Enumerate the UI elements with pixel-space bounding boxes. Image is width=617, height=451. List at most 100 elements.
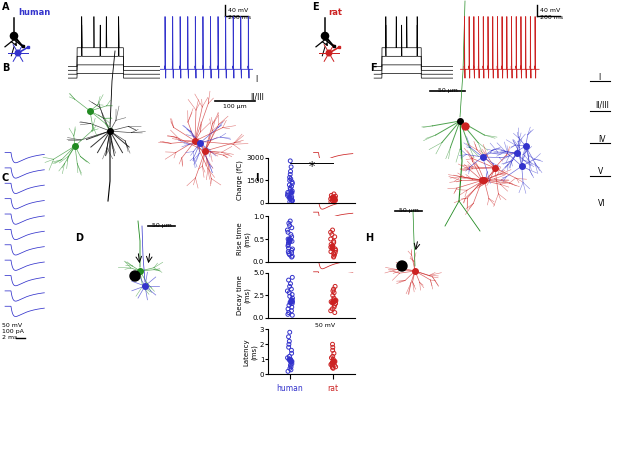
Point (329, 250, 339, 257)
Point (285, 298, 295, 305)
Point (329, 190, 339, 198)
Point (327, 359, 337, 367)
Point (285, 184, 295, 192)
Text: G: G (312, 173, 320, 183)
Point (287, 247, 297, 254)
Point (328, 194, 337, 201)
Point (284, 177, 294, 184)
Point (286, 231, 296, 238)
Point (331, 193, 341, 200)
Point (283, 368, 293, 375)
Point (286, 280, 296, 287)
Point (329, 253, 339, 261)
Point (284, 309, 294, 316)
Point (287, 224, 297, 231)
Circle shape (130, 271, 140, 281)
Point (330, 245, 340, 253)
Point (329, 195, 339, 202)
Point (326, 241, 336, 248)
Point (328, 195, 338, 202)
Point (328, 359, 337, 366)
Circle shape (321, 32, 329, 40)
Point (326, 307, 336, 314)
Point (286, 175, 296, 183)
Point (284, 341, 294, 348)
Circle shape (326, 50, 332, 56)
Point (328, 365, 338, 372)
Point (328, 226, 337, 234)
Point (328, 364, 337, 371)
Point (328, 341, 337, 348)
Point (283, 287, 292, 295)
Point (331, 300, 341, 307)
Point (331, 363, 341, 370)
Point (288, 312, 297, 319)
Point (286, 183, 296, 190)
Point (283, 189, 292, 196)
Point (329, 194, 339, 201)
Text: 100 pA: 100 pA (2, 329, 24, 334)
Point (328, 344, 337, 351)
Point (331, 197, 341, 204)
Point (284, 244, 294, 252)
Text: 2 ms: 2 ms (2, 335, 17, 340)
Point (284, 289, 294, 296)
Point (329, 302, 339, 309)
Text: H: H (365, 233, 373, 243)
Point (288, 274, 297, 281)
Point (329, 357, 339, 364)
Point (328, 242, 337, 249)
Point (285, 217, 295, 225)
Point (329, 197, 339, 204)
Text: I: I (255, 173, 259, 183)
Text: B: B (2, 63, 9, 73)
Point (285, 157, 295, 165)
Point (286, 307, 296, 314)
Point (286, 163, 296, 170)
Point (284, 235, 294, 243)
Point (286, 357, 296, 364)
Point (284, 338, 294, 345)
Point (288, 197, 297, 204)
Point (284, 276, 294, 284)
Point (287, 193, 297, 201)
Text: 200 ms: 200 ms (228, 15, 251, 20)
Y-axis label: Rise time
(ms): Rise time (ms) (237, 223, 251, 255)
Point (286, 296, 296, 304)
Text: D: D (75, 233, 83, 243)
Text: human: human (18, 8, 50, 17)
Point (326, 198, 336, 205)
Point (328, 198, 337, 205)
Point (283, 226, 292, 234)
Point (287, 238, 297, 245)
Point (329, 253, 339, 260)
Point (327, 231, 337, 238)
Point (330, 296, 340, 304)
Point (329, 304, 339, 311)
Point (329, 196, 339, 203)
Point (326, 242, 336, 249)
Point (329, 362, 339, 369)
Text: F: F (370, 63, 376, 73)
Point (329, 194, 339, 202)
Point (286, 356, 296, 363)
Text: E: E (312, 2, 318, 12)
Point (328, 305, 337, 313)
Circle shape (15, 50, 21, 56)
Point (328, 357, 338, 364)
Point (287, 296, 297, 304)
Text: IV: IV (598, 135, 605, 144)
Y-axis label: Charge (fC): Charge (fC) (237, 161, 244, 200)
Point (329, 251, 339, 258)
Point (286, 347, 296, 354)
Point (326, 354, 336, 361)
Text: A: A (2, 2, 9, 12)
Point (287, 304, 297, 311)
Text: 40 mV: 40 mV (540, 8, 560, 13)
Point (284, 250, 294, 257)
Point (328, 347, 337, 354)
Text: 100 pA: 100 pA (315, 329, 337, 334)
Point (328, 197, 337, 204)
Point (326, 195, 336, 202)
Text: 50 µm: 50 µm (152, 223, 172, 228)
